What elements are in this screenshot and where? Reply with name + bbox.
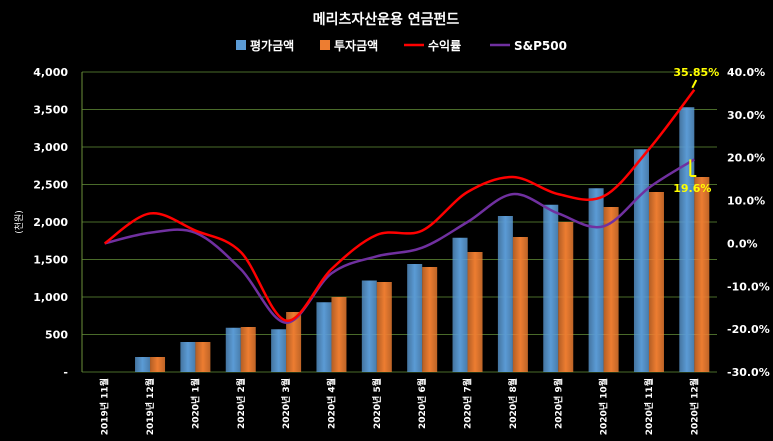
y-axis-right: -30.0% -20.0% -10.0% 0.0% 10.0% 20.0% 30.0% 40.… (727, 66, 770, 379)
bar-investment (603, 207, 619, 372)
legend-label: 수익률 (428, 39, 461, 53)
x-tick-label: 2019년 11월 (99, 378, 111, 435)
bar-valuation (679, 107, 695, 372)
bar-investment (648, 192, 664, 372)
x-tick-label: 2020년 6월 (416, 378, 428, 429)
bar-valuation (407, 264, 423, 372)
y-tick-label: 4,000 (33, 66, 68, 79)
y-axis-left: - 500 1,000 1,500 2,000 2,500 3,000 3,500 4,000 (33, 66, 68, 379)
return-line (103, 89, 696, 322)
annotation-leader (691, 79, 698, 89)
bar-valuation (497, 216, 513, 372)
y-tick-label: 2,000 (33, 216, 68, 229)
x-tick-label: 2020년 7월 (462, 378, 474, 429)
bar-investment (331, 297, 347, 372)
y2-tick-label: 40.0% (727, 66, 765, 79)
x-tick-label: 2020년 11월 (643, 378, 655, 435)
bars (135, 107, 710, 372)
x-tick-label: 2020년 2월 (235, 378, 247, 429)
y-axis-label: (천원) (14, 210, 25, 234)
bar-investment (512, 237, 528, 372)
bar-valuation (588, 188, 604, 372)
bar-investment (376, 282, 392, 372)
legend-label: 투자금액 (334, 38, 378, 53)
bar-valuation (225, 327, 241, 372)
bar-valuation (543, 204, 559, 372)
bar-valuation (316, 302, 332, 372)
bar-valuation (135, 357, 151, 372)
y-tick-label: 500 (45, 329, 68, 342)
x-tick-label: 2020년 12월 (688, 378, 700, 435)
y-tick-label: 1,000 (33, 291, 68, 304)
bar-valuation (180, 342, 196, 372)
bar-investment (422, 267, 438, 372)
y2-tick-label: 0.0% (727, 237, 758, 250)
legend: 평가금액 투자금액 수익률 S&P500 (236, 38, 567, 53)
legend-label: S&P500 (514, 39, 567, 53)
legend-swatch (236, 40, 246, 50)
legend-swatch (320, 40, 330, 50)
sp500-line (104, 158, 695, 324)
bar-valuation (271, 329, 287, 372)
bar-investment (286, 312, 302, 372)
y2-tick-label: -10.0% (727, 280, 770, 293)
annotation-return: 35.85% (673, 66, 719, 79)
annotation-sp500: 19.6% (673, 182, 711, 195)
bar-investment (240, 327, 256, 372)
bar-investment (467, 252, 483, 372)
y2-tick-label: -30.0% (727, 366, 770, 379)
x-tick-label: 2020년 9월 (552, 378, 564, 429)
x-tick-label: 2020년 10월 (598, 378, 610, 435)
y-tick-label: 2,500 (33, 179, 68, 192)
chart-title: 메리츠자산운용 연금펀드 (313, 11, 460, 28)
bar-valuation (452, 237, 468, 372)
y2-tick-label: -20.0% (727, 323, 770, 336)
bar-valuation (633, 149, 649, 372)
x-tick-label: 2020년 3월 (280, 378, 292, 429)
bar-investment (694, 177, 710, 372)
x-tick-label: 2019년 12월 (144, 378, 156, 435)
y2-tick-label: 10.0% (727, 195, 765, 208)
y-tick-label: 1,500 (33, 254, 68, 267)
y-tick-label: 3,500 (33, 104, 68, 117)
annotations: 35.85% 19.6% (673, 66, 719, 195)
x-tick-label: 2020년 1월 (189, 378, 201, 429)
series-lines (103, 89, 696, 324)
bar-investment (558, 222, 574, 372)
y-tick-label: - (63, 366, 68, 379)
y2-tick-label: 30.0% (727, 109, 765, 122)
bar-investment (195, 342, 211, 372)
x-tick-label: 2020년 8월 (507, 378, 519, 429)
x-tick-label: 2020년 4월 (325, 378, 337, 429)
x-axis: 2019년 11월 2019년 12월 2020년 1월 2020년 2월 2020년 … (99, 378, 701, 435)
x-tick-label: 2020년 5월 (371, 378, 383, 429)
legend-label: 평가금액 (250, 38, 294, 53)
y2-tick-label: 20.0% (727, 152, 765, 165)
y-tick-label: 3,000 (33, 141, 68, 154)
bar-valuation (361, 280, 377, 372)
bar-investment (150, 357, 166, 372)
